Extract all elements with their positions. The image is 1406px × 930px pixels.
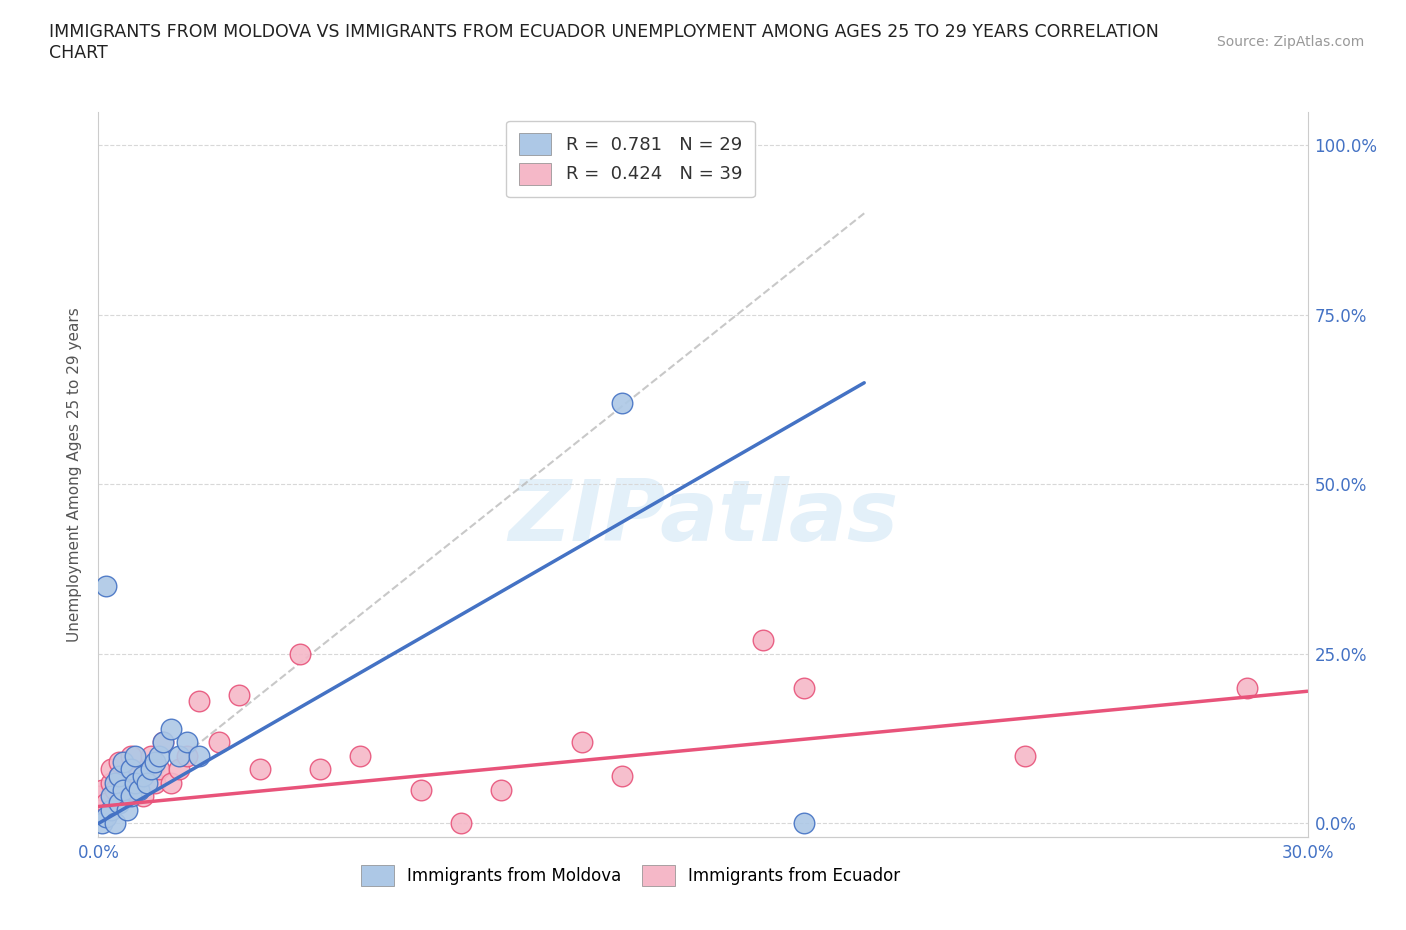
Point — [571, 735, 593, 750]
Point — [612, 768, 634, 783]
Point — [100, 789, 122, 804]
Text: Source: ZipAtlas.com: Source: ZipAtlas.com — [1216, 35, 1364, 49]
Point — [188, 749, 211, 764]
Point — [1236, 681, 1258, 696]
Point — [115, 803, 138, 817]
Point — [111, 782, 134, 797]
Point — [491, 782, 513, 797]
Legend: Immigrants from Moldova, Immigrants from Ecuador: Immigrants from Moldova, Immigrants from… — [353, 857, 908, 894]
Point — [208, 735, 231, 750]
Point — [100, 803, 122, 817]
Point — [409, 782, 432, 797]
Point — [152, 735, 174, 750]
Point — [288, 646, 311, 661]
Point — [176, 749, 198, 764]
Point — [107, 755, 129, 770]
Y-axis label: Unemployment Among Ages 25 to 29 years: Unemployment Among Ages 25 to 29 years — [67, 307, 83, 642]
Point — [120, 762, 142, 777]
Point — [128, 768, 150, 783]
Point — [249, 762, 271, 777]
Point — [793, 681, 815, 696]
Point — [120, 789, 142, 804]
Point — [135, 776, 157, 790]
Point — [148, 749, 170, 764]
Text: ZIPatlas: ZIPatlas — [508, 476, 898, 559]
Point — [124, 776, 146, 790]
Point — [752, 633, 775, 648]
Point — [139, 762, 162, 777]
Point — [111, 789, 134, 804]
Point — [152, 735, 174, 750]
Text: IMMIGRANTS FROM MOLDOVA VS IMMIGRANTS FROM ECUADOR UNEMPLOYMENT AMONG AGES 25 TO: IMMIGRANTS FROM MOLDOVA VS IMMIGRANTS FR… — [49, 23, 1159, 62]
Point — [87, 789, 110, 804]
Point — [309, 762, 332, 777]
Point — [450, 816, 472, 830]
Point — [132, 768, 155, 783]
Point — [91, 782, 114, 797]
Point — [120, 749, 142, 764]
Point — [100, 776, 122, 790]
Point — [120, 762, 142, 777]
Point — [139, 749, 162, 764]
Point — [100, 762, 122, 777]
Point — [107, 796, 129, 811]
Point — [188, 694, 211, 709]
Point — [132, 789, 155, 804]
Point — [111, 755, 134, 770]
Point — [124, 782, 146, 797]
Point — [148, 762, 170, 777]
Point — [107, 768, 129, 783]
Point — [143, 776, 166, 790]
Point — [96, 578, 118, 593]
Point — [176, 735, 198, 750]
Point — [91, 816, 114, 830]
Point — [612, 395, 634, 410]
Point — [135, 762, 157, 777]
Point — [349, 749, 371, 764]
Point — [167, 749, 190, 764]
Point — [143, 755, 166, 770]
Point — [1014, 749, 1036, 764]
Point — [128, 782, 150, 797]
Point — [115, 776, 138, 790]
Point — [96, 809, 118, 824]
Point — [228, 687, 250, 702]
Point — [96, 796, 118, 811]
Point — [103, 776, 125, 790]
Point — [167, 762, 190, 777]
Point — [103, 782, 125, 797]
Point — [103, 816, 125, 830]
Point — [793, 816, 815, 830]
Point — [160, 776, 183, 790]
Point — [160, 721, 183, 736]
Point — [124, 749, 146, 764]
Point — [107, 768, 129, 783]
